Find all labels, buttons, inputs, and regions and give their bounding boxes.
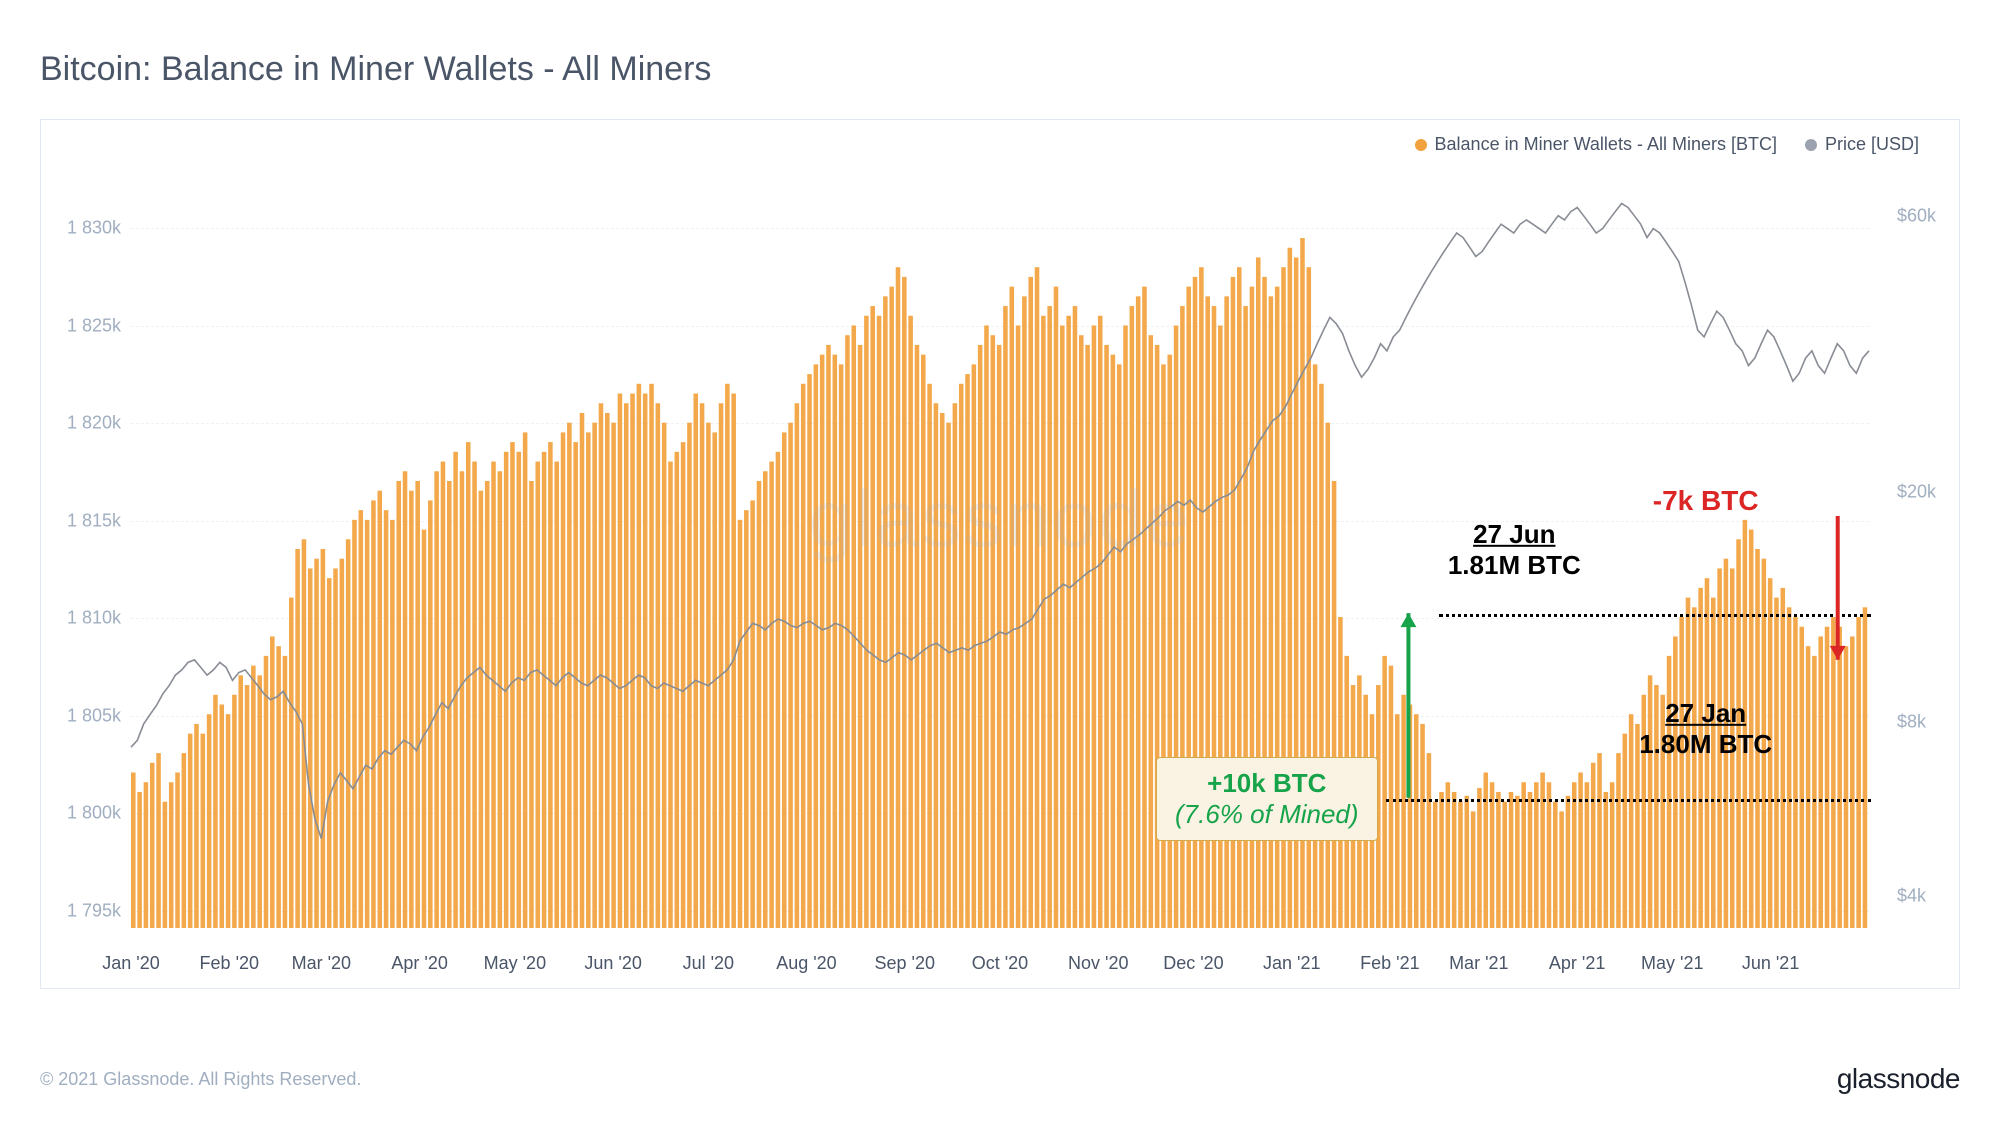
x-tick-label: Jul '20: [683, 953, 734, 974]
x-tick-label: Jan '21: [1263, 953, 1320, 974]
y-left-tick-label: 1 815k: [41, 510, 121, 531]
x-tick-label: Jan '20: [102, 953, 159, 974]
copyright-text: © 2021 Glassnode. All Rights Reserved.: [40, 1069, 361, 1090]
x-tick-label: Mar '21: [1449, 953, 1508, 974]
y-right-tick-label: $20k: [1879, 481, 1959, 502]
y-left-tick-label: 1 805k: [41, 705, 121, 726]
legend-dot-line: [1805, 139, 1817, 151]
x-tick-label: Mar '20: [292, 953, 351, 974]
y-right-tick-label: $60k: [1879, 205, 1959, 226]
x-tick-label: Oct '20: [972, 953, 1028, 974]
x-tick-label: Apr '21: [1549, 953, 1605, 974]
chart-title: Bitcoin: Balance in Miner Wallets - All …: [40, 50, 1960, 89]
y-left-tick-label: 1 795k: [41, 900, 121, 921]
annotation-jan-label: 27 Jan1.80M BTC: [1639, 698, 1772, 760]
x-tick-label: May '20: [484, 953, 546, 974]
legend-dot-bars: [1415, 139, 1427, 151]
y-left-tick-label: 1 825k: [41, 315, 121, 336]
legend-item-bars: Balance in Miner Wallets - All Miners [B…: [1415, 134, 1777, 155]
legend-label-line: Price [USD]: [1825, 134, 1919, 155]
x-tick-label: Feb '20: [200, 953, 259, 974]
legend-item-line: Price [USD]: [1805, 134, 1919, 155]
x-tick-label: Jun '21: [1742, 953, 1799, 974]
y-right-tick-label: $4k: [1879, 886, 1959, 907]
annotation-red-label: -7k BTC: [1653, 485, 1759, 517]
x-tick-label: May '21: [1641, 953, 1703, 974]
legend-label-bars: Balance in Miner Wallets - All Miners [B…: [1435, 134, 1777, 155]
legend: Balance in Miner Wallets - All Miners [B…: [1415, 134, 1919, 155]
plot-area: glassnode +10k BTC(7.6% of Mined)-7k BTC…: [131, 170, 1869, 928]
y-left-tick-label: 1 820k: [41, 413, 121, 434]
x-tick-label: Apr '20: [391, 953, 447, 974]
y-left-tick-label: 1 810k: [41, 608, 121, 629]
x-tick-label: Dec '20: [1163, 953, 1223, 974]
annotation-arrows: [131, 170, 1869, 928]
x-tick-label: Jun '20: [584, 953, 641, 974]
x-tick-label: Sep '20: [875, 953, 936, 974]
chart-container: Balance in Miner Wallets - All Miners [B…: [40, 119, 1960, 989]
x-tick-label: Nov '20: [1068, 953, 1128, 974]
y-left-tick-label: 1 830k: [41, 218, 121, 239]
x-tick-label: Aug '20: [776, 953, 837, 974]
y-right-tick-label: $8k: [1879, 712, 1959, 733]
y-left-tick-label: 1 800k: [41, 803, 121, 824]
brand-logo: glassnode: [1837, 1063, 1960, 1095]
annotation-jun-label: 27 Jun1.81M BTC: [1448, 519, 1581, 581]
x-tick-label: Feb '21: [1360, 953, 1419, 974]
